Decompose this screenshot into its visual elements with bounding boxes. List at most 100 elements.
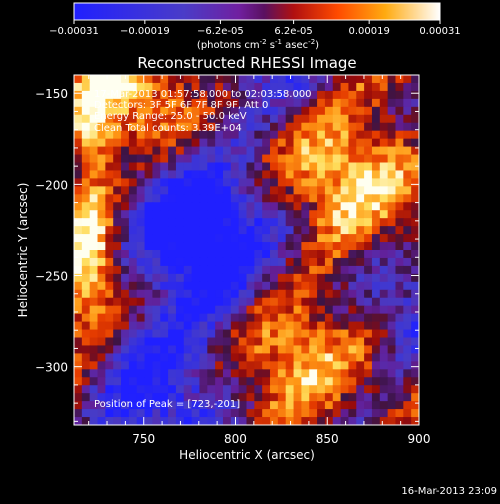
heatmap-cell <box>277 146 287 156</box>
heatmap-cell <box>387 242 397 251</box>
heatmap-cell <box>379 257 389 267</box>
heatmap-cell <box>222 202 232 211</box>
heatmap-cell <box>371 170 381 179</box>
heatmap-cell <box>270 409 279 418</box>
heatmap-cell <box>238 257 248 267</box>
heatmap-cell <box>175 146 185 156</box>
heatmap-cell <box>199 154 208 164</box>
heatmap-cell <box>285 226 295 235</box>
heatmap-cell <box>395 210 404 219</box>
heatmap-cell <box>395 297 404 307</box>
heatmap-cell <box>121 297 130 307</box>
heatmap-cell <box>301 218 310 227</box>
heatmap-cell <box>301 305 310 315</box>
heatmap-cell <box>199 281 208 291</box>
heatmap-cell <box>379 154 389 164</box>
heatmap-cell <box>270 265 279 275</box>
heatmap-cell <box>121 106 130 116</box>
heatmap-cell <box>301 297 310 307</box>
heatmap-cell <box>238 226 248 235</box>
heatmap-cell <box>317 250 326 259</box>
heatmap-cell <box>191 345 201 354</box>
heatmap-cell <box>183 138 193 148</box>
heatmap-cell <box>285 305 295 315</box>
heatmap-cell <box>293 393 302 402</box>
heatmap-cell <box>356 242 365 251</box>
heatmap-cell <box>113 210 122 219</box>
heatmap-cell <box>121 194 130 203</box>
heatmap-cell <box>379 210 389 219</box>
heatmap-cell <box>246 138 255 148</box>
heatmap-cell <box>152 345 161 354</box>
heatmap-cell <box>301 313 310 323</box>
heatmap-cell <box>254 98 263 108</box>
heatmap-cell <box>89 313 99 323</box>
heatmap-cell <box>199 178 208 187</box>
heatmap-cell <box>230 146 240 156</box>
x-tick-label: 900 <box>408 432 431 446</box>
heatmap-cell <box>309 170 318 179</box>
heatmap-cell <box>371 202 381 211</box>
heatmap-cell <box>222 138 232 148</box>
heatmap-cell <box>324 154 334 164</box>
heatmap-cell <box>262 178 271 187</box>
heatmap-cell <box>215 90 224 100</box>
heatmap-cell <box>238 281 248 291</box>
heatmap-cell <box>238 82 248 92</box>
heatmap-cell <box>246 186 255 195</box>
heatmap-cell <box>364 170 373 179</box>
heatmap-cell <box>113 114 122 124</box>
heatmap-cell <box>254 154 263 164</box>
heatmap-cell <box>340 345 350 354</box>
heatmap-cell <box>324 417 334 425</box>
heatmap-cell <box>175 186 185 195</box>
heatmap-cell <box>175 154 185 164</box>
heatmap-cell <box>89 234 99 243</box>
heatmap-cell <box>89 98 99 108</box>
heatmap-cell <box>277 194 287 203</box>
heatmap-cell <box>364 385 373 394</box>
heatmap-cell <box>317 202 326 211</box>
heatmap-cell <box>105 146 114 156</box>
heatmap-cell <box>97 242 106 251</box>
heatmap-cell <box>262 218 271 227</box>
heatmap-cell <box>285 114 295 124</box>
heatmap-cell <box>317 122 326 132</box>
heatmap-cell <box>379 417 389 425</box>
heatmap-cell <box>395 82 404 92</box>
heatmap-cell <box>121 257 130 267</box>
heatmap-cell <box>215 313 224 323</box>
heatmap-cell <box>340 202 350 211</box>
heatmap-cell <box>152 289 161 299</box>
heatmap-cell <box>285 353 295 362</box>
heatmap-cell <box>215 114 224 124</box>
heatmap-cell <box>293 154 302 164</box>
heatmap-cell <box>332 273 342 283</box>
heatmap-cell <box>324 265 334 275</box>
heatmap-cell <box>191 273 201 283</box>
heatmap-cell <box>332 377 342 386</box>
heatmap-cell <box>74 321 83 331</box>
heatmap-cell <box>411 409 419 418</box>
heatmap-cell <box>277 218 287 227</box>
heatmap-cell <box>215 361 224 370</box>
heatmap-cell <box>89 202 99 211</box>
heatmap-cell <box>191 329 201 339</box>
heatmap-cell <box>246 361 255 370</box>
heatmap-cell <box>262 313 271 323</box>
heatmap-cell <box>309 114 318 124</box>
heatmap-cell <box>332 82 342 92</box>
heatmap-cell <box>387 170 397 179</box>
heatmap-cell <box>128 377 138 386</box>
heatmap-cell <box>105 114 114 124</box>
heatmap-cell <box>97 297 106 307</box>
heatmap-cell <box>277 202 287 211</box>
heatmap-cell <box>277 122 287 132</box>
heatmap-cell <box>293 337 302 347</box>
heatmap-cell <box>199 234 208 243</box>
heatmap-cell <box>113 257 122 267</box>
heatmap-cell <box>128 226 138 235</box>
heatmap-cell <box>293 186 302 195</box>
heatmap-cell <box>152 90 161 100</box>
heatmap-cell <box>371 82 381 92</box>
